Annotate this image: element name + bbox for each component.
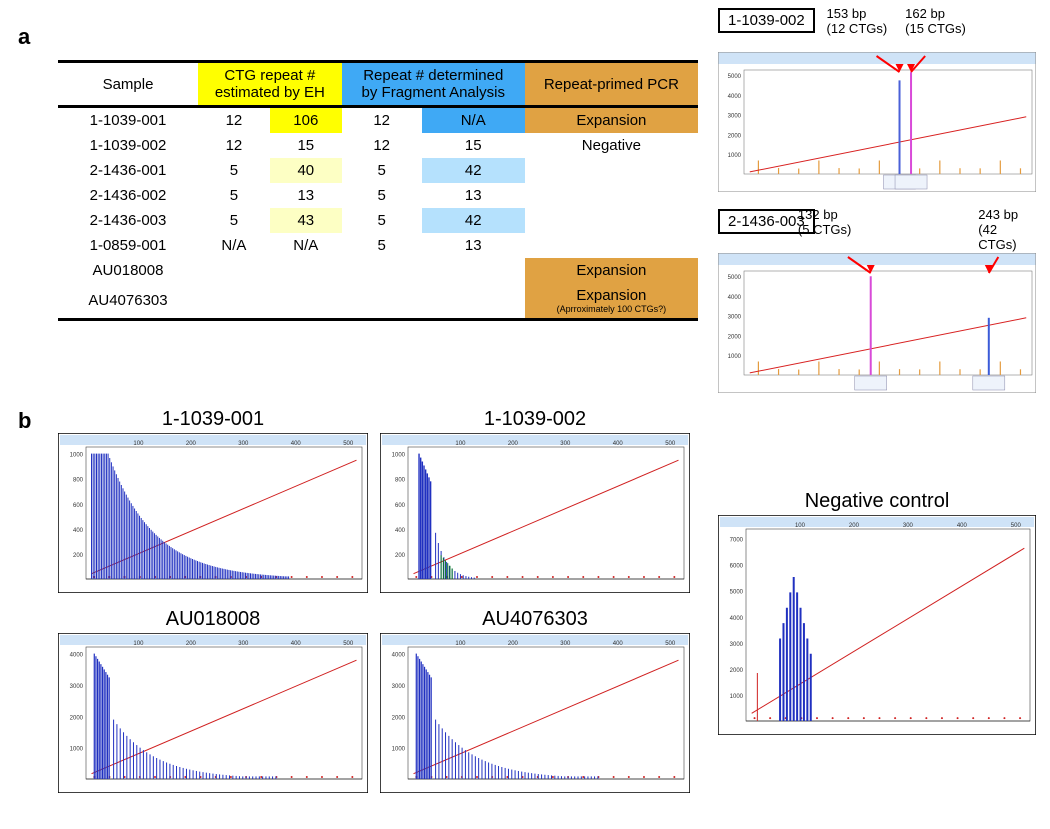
svg-text:200: 200	[73, 553, 84, 559]
svg-text:400: 400	[291, 441, 302, 447]
th-rp: Repeat-primed PCR	[525, 62, 698, 107]
table-row: AU018008Expansion	[58, 258, 698, 283]
electropherogram: 1-1039-001 200 400 600 800 1000 100 200 300 400 50…	[58, 408, 368, 598]
electropherogram: AU018008 1000 2000 3000 4000 100 200 300 400 500	[58, 608, 368, 798]
svg-text:3000: 3000	[728, 114, 742, 120]
svg-text:300: 300	[560, 641, 571, 647]
svg-text:5000: 5000	[728, 275, 742, 281]
fragment-chromatogram: 2-1436-003132 bp (5 CTGs)243 bp (42 CTGs…	[718, 207, 1036, 398]
svg-text:500: 500	[343, 641, 354, 647]
table-row: 1-1039-0011210612N/AExpansion	[58, 107, 698, 134]
svg-text:300: 300	[238, 641, 249, 647]
svg-text:100: 100	[133, 441, 144, 447]
svg-text:6000: 6000	[730, 564, 744, 570]
svg-text:2000: 2000	[728, 133, 742, 139]
table-row: 1-1039-00212151215Negative	[58, 133, 698, 158]
svg-text:400: 400	[291, 641, 302, 647]
svg-text:300: 300	[560, 441, 571, 447]
svg-text:1000: 1000	[70, 747, 84, 753]
svg-text:1000: 1000	[728, 153, 742, 159]
svg-text:2000: 2000	[70, 715, 84, 721]
svg-text:200: 200	[849, 523, 860, 529]
svg-text:400: 400	[613, 441, 624, 447]
electropherogram-title: 1-1039-002	[380, 408, 690, 431]
chrom-id-label: 1-1039-002	[718, 8, 815, 33]
svg-text:100: 100	[795, 523, 806, 529]
table-row: 2-1436-003543542	[58, 208, 698, 233]
svg-text:200: 200	[508, 441, 519, 447]
table-row: AU4076303Expansion(Aprroximately 100 CTG…	[58, 283, 698, 320]
peak-annotation: 132 bp (5 CTGs)	[798, 207, 851, 237]
electropherogram-title: 1-1039-001	[58, 408, 368, 431]
svg-text:4000: 4000	[728, 94, 742, 100]
svg-text:800: 800	[73, 478, 84, 484]
svg-text:3000: 3000	[70, 684, 84, 690]
svg-text:5000: 5000	[730, 590, 744, 596]
svg-text:300: 300	[238, 441, 249, 447]
svg-text:400: 400	[613, 641, 624, 647]
svg-text:1000: 1000	[392, 747, 406, 753]
svg-text:400: 400	[395, 528, 406, 534]
svg-text:500: 500	[343, 441, 354, 447]
svg-text:4000: 4000	[70, 653, 84, 659]
electropherogram-title: Negative control	[718, 490, 1036, 513]
table-row: 1-0859-001N/AN/A513	[58, 233, 698, 258]
svg-text:400: 400	[73, 528, 84, 534]
peak-annotation: 153 bp (12 CTGs)	[827, 6, 888, 36]
svg-text:2000: 2000	[392, 715, 406, 721]
svg-text:7000: 7000	[730, 538, 744, 544]
svg-text:5000: 5000	[728, 74, 742, 80]
panel-a-label: a	[18, 24, 30, 50]
svg-text:1000: 1000	[728, 354, 742, 360]
svg-text:300: 300	[903, 523, 914, 529]
fragment-chromatogram: 1-1039-002 153 bp (12 CTGs) 162 bp (15 CTG…	[718, 6, 1036, 197]
svg-text:3000: 3000	[730, 642, 744, 648]
svg-text:800: 800	[395, 478, 406, 484]
table-row: 2-1436-001540542	[58, 158, 698, 183]
svg-text:2000: 2000	[730, 668, 744, 674]
svg-text:100: 100	[455, 441, 466, 447]
svg-text:500: 500	[665, 641, 676, 647]
th-eh: CTG repeat # estimated by EH	[198, 62, 342, 107]
svg-text:4000: 4000	[728, 295, 742, 301]
svg-text:600: 600	[73, 503, 84, 509]
svg-text:1000: 1000	[730, 694, 744, 700]
svg-text:1000: 1000	[392, 453, 406, 459]
electropherogram-title: AU018008	[58, 608, 368, 631]
peak-annotation: 243 bp (42 CTGs)	[978, 207, 1036, 252]
svg-text:3000: 3000	[728, 315, 742, 321]
table-row: 2-1436-002513513	[58, 183, 698, 208]
svg-text:1000: 1000	[70, 453, 84, 459]
svg-text:3000: 3000	[392, 684, 406, 690]
svg-text:500: 500	[1011, 523, 1022, 529]
svg-text:500: 500	[665, 441, 676, 447]
svg-text:100: 100	[133, 641, 144, 647]
svg-text:4000: 4000	[730, 616, 744, 622]
electropherogram: AU4076303 1000 2000 3000 4000 100 200 300 400 500	[380, 608, 690, 798]
peak-annotation: 162 bp (15 CTGs)	[905, 6, 966, 36]
th-fa: Repeat # determined by Fragment Analysis	[342, 62, 525, 107]
svg-text:200: 200	[395, 553, 406, 559]
svg-text:600: 600	[395, 503, 406, 509]
electropherogram-title: AU4076303	[380, 608, 690, 631]
svg-text:2000: 2000	[728, 334, 742, 340]
svg-text:100: 100	[455, 641, 466, 647]
electropherogram: 1-1039-002 200 400 600 800 1000 100 200 300 400 50…	[380, 408, 690, 598]
panel-b-label: b	[18, 408, 31, 434]
results-table: Sample CTG repeat # estimated by EH Repe…	[58, 60, 698, 321]
svg-text:200: 200	[508, 641, 519, 647]
svg-text:4000: 4000	[392, 653, 406, 659]
svg-text:400: 400	[957, 523, 968, 529]
svg-text:200: 200	[186, 641, 197, 647]
th-sample: Sample	[58, 62, 198, 107]
svg-text:200: 200	[186, 441, 197, 447]
electropherogram: Negative control 1000 2000 3000 4000 5000 6000…	[718, 490, 1036, 740]
